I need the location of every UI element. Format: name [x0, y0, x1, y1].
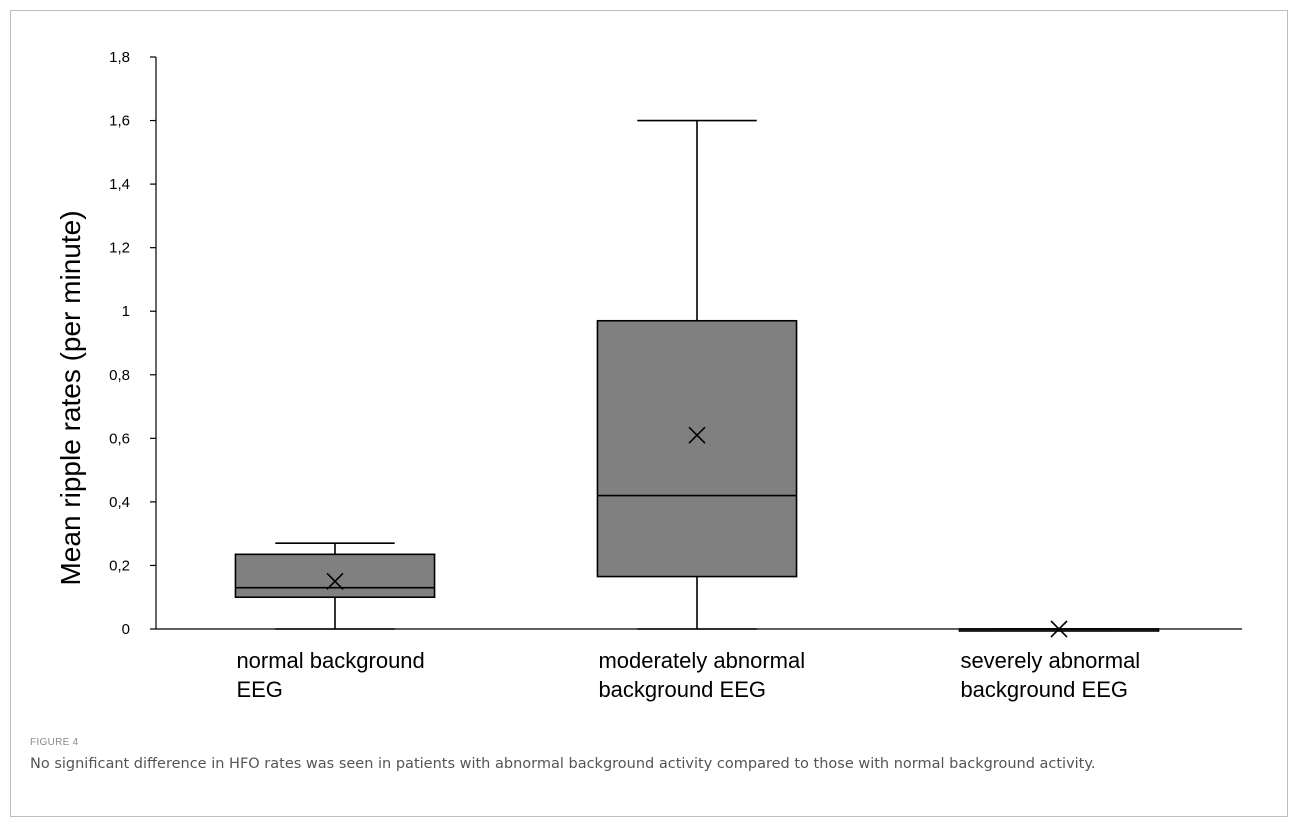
x-category-label: EEG	[236, 677, 282, 702]
y-tick-label: 0,6	[109, 430, 130, 447]
figure-label: FIGURE 4	[30, 737, 79, 748]
y-tick-label: 1,4	[109, 176, 130, 193]
y-tick-label: 1,6	[109, 113, 130, 130]
mean-marker	[688, 426, 706, 444]
y-tick-label: 1,2	[109, 240, 130, 257]
x-category-label: background EEG	[960, 677, 1128, 702]
x-category-label: background EEG	[598, 677, 766, 702]
y-axis: 0 0,2 0,4 0,6 0,8 1 1,2 1,4 1,6 1,8	[109, 49, 157, 638]
figure-caption: No significant difference in HFO rates w…	[30, 756, 1096, 772]
x-category-label: moderately abnormal	[598, 648, 805, 673]
x-category-label: normal background	[236, 648, 424, 673]
box-group	[234, 542, 436, 630]
y-tick-label: 1	[122, 303, 130, 320]
y-axis-label: Mean ripple rates (per minute)	[55, 210, 86, 585]
box-plot-chart: 0 0,2 0,4 0,6 0,8 1 1,2 1,4 1,6 1,8 normal backgr…	[55, 49, 1242, 702]
box-iqr	[596, 319, 798, 578]
y-tick-label: 1,8	[109, 49, 130, 66]
y-tick-label: 0,8	[109, 367, 130, 384]
y-tick-label: 0	[122, 621, 130, 638]
box-iqr	[234, 553, 436, 599]
box-group	[596, 119, 798, 630]
mean-marker	[326, 572, 344, 590]
y-tick-label: 0,4	[109, 494, 130, 511]
x-axis: normal background EEG moderately abnormal b…	[156, 628, 1242, 702]
y-tick-label: 0,2	[109, 557, 130, 574]
x-category-label: severely abnormal	[960, 648, 1140, 673]
box-plot-series	[234, 119, 1160, 638]
